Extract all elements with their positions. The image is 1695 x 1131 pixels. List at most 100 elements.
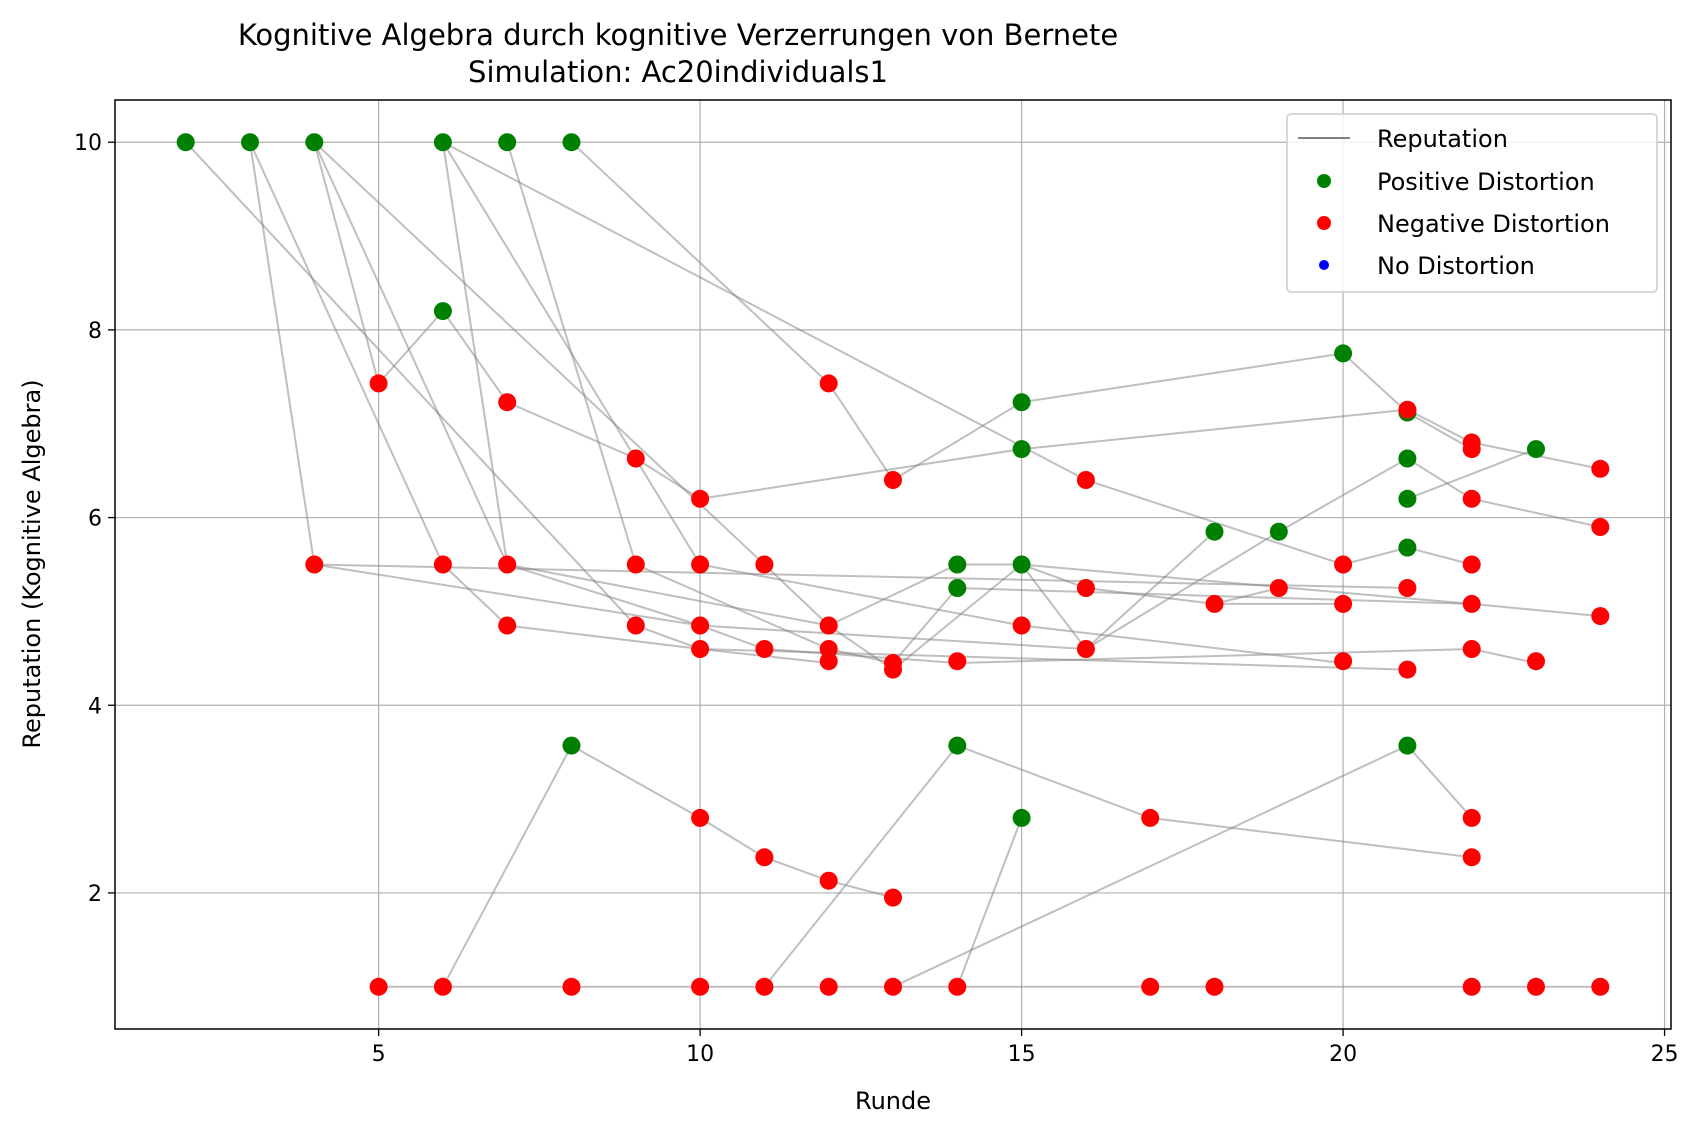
negative-distortion-point (1205, 977, 1224, 996)
negative-distortion-point (498, 393, 517, 412)
x-axis-label: Runde (855, 1087, 931, 1115)
positive-distortion-point (433, 133, 452, 152)
negative-distortion-point (884, 660, 902, 679)
positive-distortion-point (562, 133, 581, 152)
negative-distortion-point (305, 555, 324, 574)
negative-distortion-point (884, 471, 902, 489)
negative-distortion-point (626, 555, 645, 574)
negative-distortion-point (691, 616, 710, 635)
y-tick-label: 2 (88, 882, 102, 907)
positive-distortion-point (241, 133, 259, 152)
legend-label-reputation: Reputation (1377, 125, 1508, 153)
reputation-line (441, 142, 1601, 651)
negative-distortion-point (626, 616, 645, 635)
legend-marker-none (1319, 260, 1329, 270)
positive-distortion-point (1334, 344, 1353, 363)
negative-distortion-point (1398, 660, 1417, 679)
negative-distortion-point (1012, 616, 1031, 635)
positive-distortion-point (1012, 393, 1031, 412)
negative-distortion-point (1527, 652, 1545, 671)
positive-distortion-point (562, 736, 581, 755)
negative-distortion-point (819, 871, 838, 890)
legend-label-negative: Negative Distortion (1377, 210, 1610, 238)
legend-label-positive: Positive Distortion (1377, 168, 1595, 196)
markers (176, 133, 1610, 996)
negative-distortion-point (1076, 579, 1095, 597)
positive-distortion-point (498, 133, 517, 152)
negative-distortion-point (1591, 607, 1610, 626)
negative-distortion-point (1269, 579, 1288, 597)
negative-distortion-point (369, 977, 388, 996)
x-tick-label: 20 (1329, 1042, 1357, 1067)
reputation-line (956, 817, 1023, 988)
negative-distortion-point (1527, 977, 1545, 996)
negative-distortion-point (1334, 555, 1353, 574)
negative-distortion-point (1462, 848, 1481, 867)
y-tick-label: 8 (88, 319, 102, 344)
x-tick-label: 15 (1008, 1042, 1036, 1067)
negative-distortion-point (1462, 594, 1481, 613)
reputation-line (892, 744, 1473, 988)
negative-distortion-point (691, 977, 710, 996)
legend-box (1286, 113, 1658, 293)
reputation-line (1021, 563, 1472, 605)
legend-marker-positive (1317, 174, 1331, 188)
plot-frame (114, 99, 1672, 1030)
negative-distortion-point (433, 977, 452, 996)
chart-subtitle: Simulation: Ac20individuals1 (468, 55, 888, 89)
negative-distortion-point (1462, 555, 1481, 574)
negative-distortion-point (948, 977, 967, 996)
negative-distortion-point (369, 374, 388, 393)
positive-distortion-point (948, 555, 967, 574)
negative-distortion-point (1076, 471, 1095, 489)
legend: Reputation Positive Distortion Negative … (1286, 113, 1658, 293)
negative-distortion-point (1591, 977, 1610, 996)
negative-distortion-point (1334, 594, 1353, 613)
negative-distortion-point (1462, 640, 1481, 658)
positive-distortion-point (1398, 538, 1417, 557)
negative-distortion-point (755, 977, 774, 996)
reputation-line (314, 563, 1408, 589)
positive-distortion-point (1205, 522, 1224, 541)
positive-distortion-point (1012, 440, 1031, 459)
negative-distortion-point (498, 616, 517, 635)
negative-distortion-point (1591, 518, 1610, 536)
negative-distortion-point (884, 977, 902, 996)
legend-marker-negative (1317, 216, 1331, 230)
negative-distortion-point (819, 616, 838, 635)
negative-distortion-point (1591, 459, 1610, 478)
negative-distortion-point (1205, 594, 1224, 613)
negative-distortion-point (1462, 977, 1481, 996)
negative-distortion-point (1398, 579, 1417, 597)
reputation-line (1407, 448, 1537, 500)
positive-distortion-point (176, 133, 195, 152)
positive-distortion-point (1398, 489, 1417, 508)
positive-distortion-point (1012, 808, 1031, 827)
negative-distortion-point (948, 652, 967, 671)
reputation-line (313, 141, 1601, 500)
negative-distortion-point (1462, 808, 1481, 827)
negative-distortion-point (562, 977, 581, 996)
y-axis-label: Reputation (Kognitive Algebra) (18, 379, 46, 748)
positive-distortion-point (948, 579, 967, 597)
negative-distortion-point (433, 555, 452, 574)
positive-distortion-point (305, 133, 324, 152)
legend-label-none: No Distortion (1377, 252, 1535, 280)
negative-distortion-point (1398, 400, 1417, 419)
x-tick-label: 10 (686, 1042, 714, 1067)
negative-distortion-point (755, 848, 774, 867)
negative-distortion-point (1141, 977, 1160, 996)
positive-distortion-point (1012, 555, 1031, 574)
negative-distortion-point (884, 888, 902, 907)
reputation-line (442, 141, 1344, 664)
negative-distortion-point (498, 555, 517, 574)
negative-distortion-point (819, 374, 838, 393)
reputation-line (442, 744, 894, 988)
negative-distortion-point (691, 555, 710, 574)
ticks: 5 10 15 20 25 2 4 6 8 10 (74, 131, 1679, 1067)
reputation-line (763, 744, 1472, 988)
negative-distortion-point (1462, 440, 1481, 459)
positive-distortion-point (1398, 449, 1417, 468)
negative-distortion-point (626, 449, 645, 468)
